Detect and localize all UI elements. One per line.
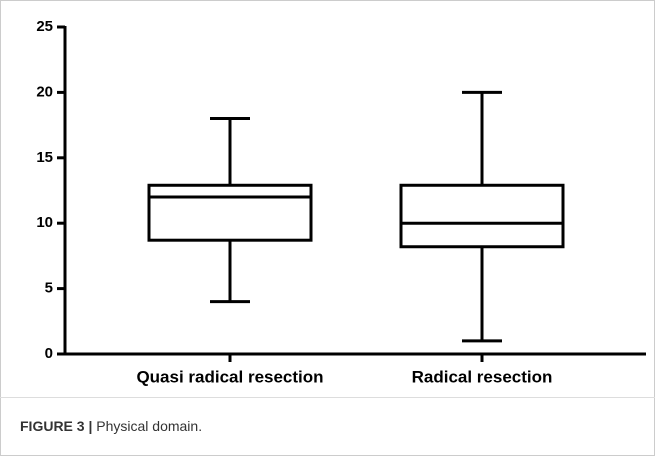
box — [399, 183, 565, 249]
x-tick-label: Quasi radical resection — [136, 367, 323, 386]
y-tick-label: 10 — [36, 214, 53, 231]
caption: FIGURE 3 | Physical domain. — [20, 418, 202, 434]
y-tick-label: 15 — [36, 149, 53, 166]
box — [147, 183, 313, 242]
y-tick-label: 0 — [45, 345, 53, 362]
y-tick-label: 25 — [36, 18, 53, 35]
y-tick-label: 5 — [45, 280, 53, 297]
y-tick-label: 20 — [36, 83, 53, 100]
x-tick-label: Radical resection — [412, 367, 553, 386]
caption-label: FIGURE 3 | — [20, 418, 92, 434]
caption-text: Physical domain. — [96, 418, 202, 434]
